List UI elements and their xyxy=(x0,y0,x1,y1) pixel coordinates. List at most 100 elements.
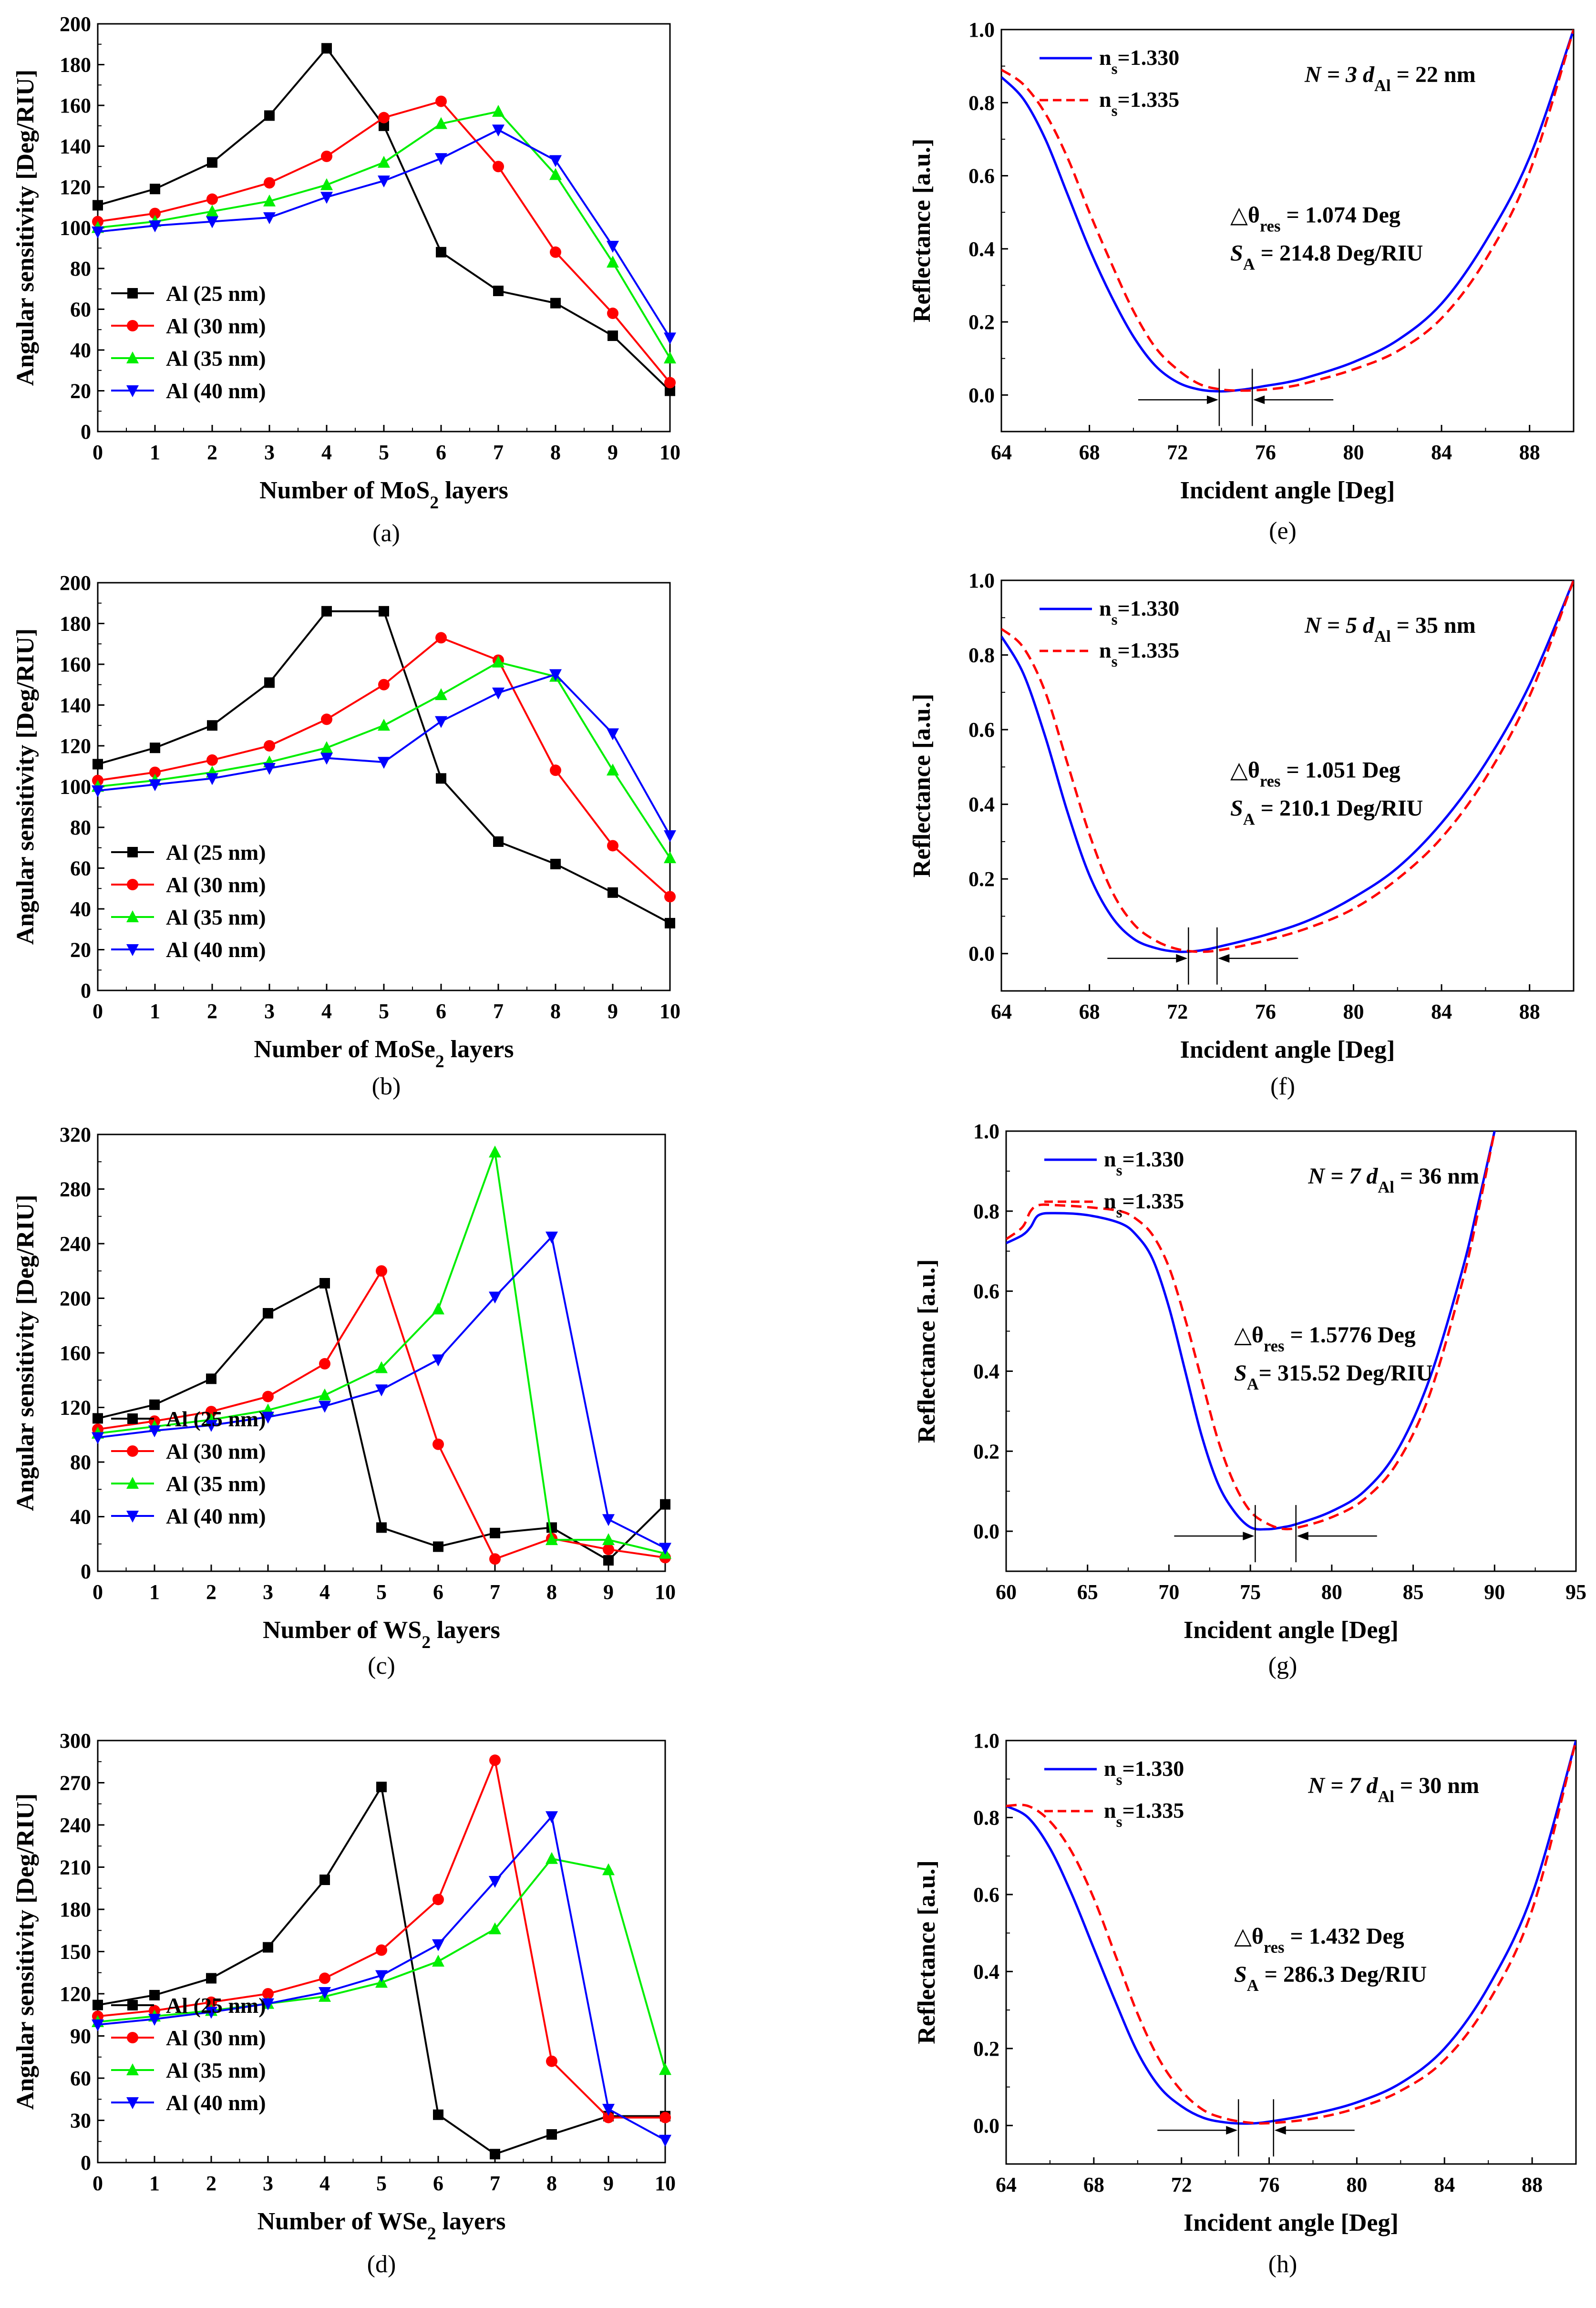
y-tick-label: 120 xyxy=(60,1396,91,1420)
series-line xyxy=(98,100,670,383)
y-tick-label: 160 xyxy=(60,1341,91,1365)
data-point xyxy=(432,1894,444,1906)
y-tick-label: 40 xyxy=(70,339,91,362)
x-tick-label: 72 xyxy=(1167,441,1188,464)
x-tick-label: 0 xyxy=(93,999,103,1023)
delta-theta-label: △θres = 1.051 Deg xyxy=(1230,757,1400,790)
data-point xyxy=(320,752,333,765)
panel-caption: (f) xyxy=(1270,1073,1295,1100)
y-tick-label: 140 xyxy=(60,694,91,717)
data-point xyxy=(546,1231,558,1244)
data-point xyxy=(602,1863,615,1875)
legend-label: Al (30 nm) xyxy=(166,1439,266,1463)
x-tick-label: 88 xyxy=(1519,1000,1540,1023)
data-point xyxy=(93,1413,103,1424)
plot-frame xyxy=(1000,29,1575,433)
data-point xyxy=(321,150,332,162)
y-tick-label: 120 xyxy=(60,734,91,758)
x-axis-label: Incident angle [Deg] xyxy=(1180,1036,1395,1063)
y-tick-label: 0.8 xyxy=(973,1200,999,1223)
data-point xyxy=(602,2103,615,2116)
y-tick-label: 90 xyxy=(70,2025,91,2048)
data-point xyxy=(603,2112,614,2123)
data-point xyxy=(375,1970,388,1982)
plot-frame xyxy=(1005,1740,1577,2165)
data-point xyxy=(549,168,562,180)
data-point xyxy=(263,1942,273,1953)
panel-caption: (h) xyxy=(1268,2251,1297,2278)
reflectance-curve xyxy=(1006,1741,1576,2125)
panel-caption: (e) xyxy=(1269,517,1297,545)
data-point xyxy=(607,308,618,319)
data-point xyxy=(492,655,505,668)
chart-panel-f: 64 68 72 76 80 84 88 0.0 0.2 0.4 0.6 0.8 1.0 Incident… xyxy=(908,569,1575,1100)
legend-marker xyxy=(126,2097,139,2109)
data-point xyxy=(378,679,390,690)
x-axis-label: Number of WS2 layers xyxy=(263,1617,500,1652)
panel-caption: (a) xyxy=(372,520,400,547)
data-point xyxy=(92,1432,104,1444)
y-tick-label: 270 xyxy=(60,1772,91,1795)
x-tick-label: 8 xyxy=(546,1580,557,1604)
data-point xyxy=(376,1522,387,1533)
y-axis-label: Reflectance [a.u.] xyxy=(913,1259,940,1443)
data-point xyxy=(435,153,447,165)
legend-marker xyxy=(126,385,139,397)
y-tick-label: 160 xyxy=(60,653,91,676)
data-point xyxy=(92,785,104,798)
data-point xyxy=(546,1522,557,1533)
plot-frame xyxy=(1000,579,1575,992)
y-tick-label: 1.0 xyxy=(968,569,995,592)
plot-frame xyxy=(1005,1130,1577,1572)
sensitivity-label: SA = 214.8 Deg/RIU xyxy=(1230,241,1423,274)
data-point xyxy=(436,773,446,784)
chart-panel-g: 60 65 70 75 80 85 90 95 0.0 0.2 0.4 0.6 0.8 1.0 Incide… xyxy=(913,1120,1586,1679)
y-tick-label: 120 xyxy=(60,1982,91,2006)
x-tick-label: 3 xyxy=(264,999,275,1023)
reflectance-curve xyxy=(1001,580,1574,953)
y-axis-label: Angular sensitivity [Deg/RIU] xyxy=(12,70,39,386)
data-point xyxy=(376,1265,387,1277)
x-axis-label: Number of MoS2 layers xyxy=(259,477,508,513)
x-tick-label: 76 xyxy=(1259,2173,1280,2196)
data-point xyxy=(435,95,447,107)
data-point xyxy=(550,858,561,869)
x-tick-label: 88 xyxy=(1519,441,1540,464)
x-axis-label: Incident angle [Deg] xyxy=(1180,477,1395,504)
legend-label: Al (40 nm) xyxy=(166,2091,266,2115)
data-point xyxy=(319,1401,331,1413)
data-point xyxy=(262,1391,274,1402)
x-tick-label: 8 xyxy=(550,441,561,464)
legend-marker xyxy=(126,1477,139,1489)
chart-panel-h: 64 68 72 76 80 84 88 0.0 0.2 0.4 0.6 0.8 1.0 Incident… xyxy=(913,1729,1577,2278)
data-point xyxy=(321,606,332,617)
delta-theta-label: △θres = 1.5776 Deg xyxy=(1234,1322,1416,1355)
x-tick-label: 5 xyxy=(376,2172,387,2195)
data-point xyxy=(492,124,505,137)
data-point xyxy=(659,2112,671,2123)
y-tick-label: 40 xyxy=(70,1505,91,1529)
x-tick-label: 9 xyxy=(608,999,618,1023)
legend-marker xyxy=(126,1511,139,1523)
reflectance-curve xyxy=(1006,1741,1576,2125)
y-tick-label: 200 xyxy=(60,12,91,36)
legend-marker xyxy=(127,2032,138,2043)
data-point xyxy=(664,377,676,389)
data-point xyxy=(608,887,618,898)
x-tick-label: 95 xyxy=(1565,1580,1586,1604)
data-point xyxy=(92,2019,104,2031)
parameters-label: N = 5 dAl = 35 nm xyxy=(1304,613,1476,646)
x-tick-label: 6 xyxy=(436,999,446,1023)
legend-label: ns=1.330 xyxy=(1104,1756,1184,1789)
y-tick-label: 180 xyxy=(60,1898,91,1921)
data-point xyxy=(493,836,504,847)
data-point xyxy=(149,1989,160,2000)
y-tick-label: 80 xyxy=(70,1451,91,1474)
y-tick-label: 280 xyxy=(60,1178,91,1201)
data-point xyxy=(263,1308,273,1319)
data-point xyxy=(148,2014,161,2026)
data-point xyxy=(432,1302,444,1315)
y-tick-label: 60 xyxy=(70,857,91,880)
data-point xyxy=(378,155,390,168)
